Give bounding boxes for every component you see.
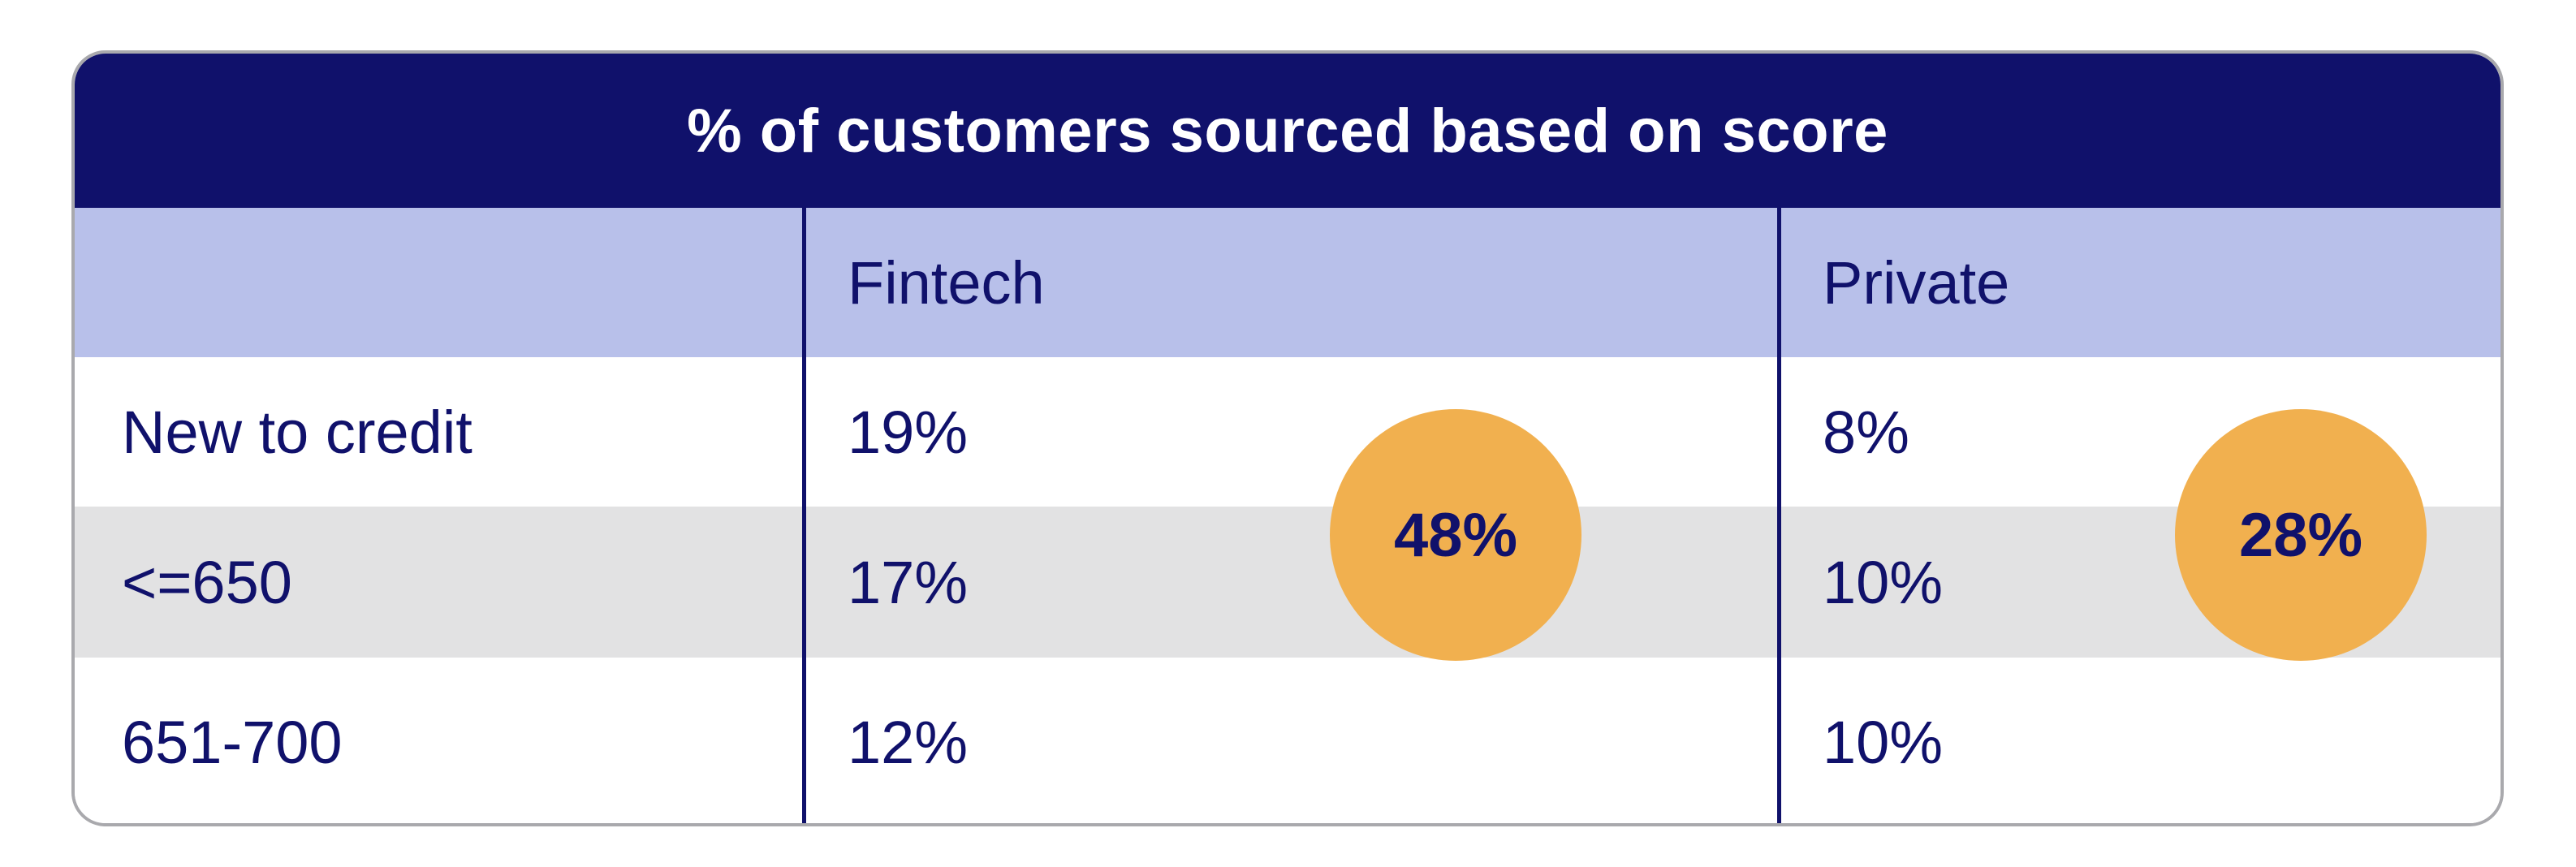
row-label-650-or-below: <=650 [122, 548, 292, 616]
column-divider-fintech [802, 208, 806, 823]
column-divider-private [1777, 208, 1781, 823]
row-label-new-to-credit: New to credit [122, 398, 472, 466]
header-cell-private: Private [1823, 248, 2010, 317]
cell-private-new-to-credit: 8% [1823, 398, 1909, 466]
cell-fintech-651-700: 12% [848, 708, 969, 776]
header-cell-fintech: Fintech [848, 248, 1045, 317]
score-table-card: % of customers sourced based on score Fi… [71, 50, 2504, 826]
table-title: % of customers sourced based on score [75, 54, 2500, 208]
fintech-total-bubble: 48% [1330, 409, 1581, 661]
cell-private-651-700: 10% [1823, 708, 1944, 776]
cell-fintech-650-or-below: 17% [848, 548, 969, 616]
table-row: 651-700 12% 10% [75, 658, 2500, 823]
row-label-651-700: 651-700 [122, 708, 343, 776]
private-total-bubble: 28% [2175, 409, 2427, 661]
table-header-row: Fintech Private [75, 208, 2500, 357]
table-row: New to credit 19% 8% [75, 357, 2500, 507]
cell-fintech-new-to-credit: 19% [848, 398, 969, 466]
cell-private-650-or-below: 10% [1823, 548, 1944, 616]
table-row: <=650 17% 10% [75, 507, 2500, 658]
